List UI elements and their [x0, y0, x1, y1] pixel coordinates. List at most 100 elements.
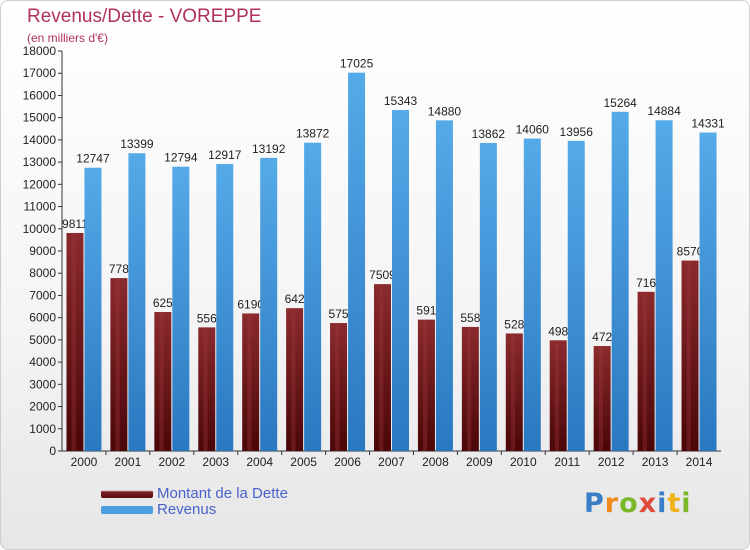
bar-debt — [593, 346, 611, 451]
data-label-revenue: 15264 — [603, 96, 637, 110]
bar-debt — [461, 326, 479, 451]
logo-letter: t — [667, 488, 682, 519]
x-tick-label: 2001 — [115, 455, 142, 469]
data-label-debt: 7509 — [369, 268, 396, 282]
legend-swatch-revenue — [101, 506, 153, 514]
x-tick-label: 2014 — [686, 455, 713, 469]
y-tick-label: 2000 — [29, 400, 56, 414]
y-tick-label: 5000 — [29, 333, 56, 347]
bar-revenue — [392, 110, 409, 452]
bar-debt-highlight — [291, 308, 296, 451]
bar-debt-highlight — [159, 312, 164, 451]
bar-debt — [549, 340, 567, 451]
data-label-debt: 472 — [592, 330, 612, 344]
bar-debt-highlight — [115, 278, 120, 451]
data-label-debt: 591 — [416, 304, 436, 318]
bar-debt — [66, 232, 84, 451]
bar-debt-highlight — [510, 333, 516, 451]
y-tick-label: 12000 — [23, 177, 57, 191]
bar-debt — [286, 308, 304, 451]
bar-debt-highlight — [379, 284, 384, 451]
y-tick-label: 9000 — [29, 244, 56, 258]
x-tick-label: 2006 — [334, 455, 361, 469]
data-label-debt: 556 — [197, 311, 217, 325]
logo-letter: r — [604, 488, 620, 519]
data-label-revenue: 14331 — [691, 117, 725, 131]
y-tick-label: 0 — [49, 444, 56, 458]
bar-debt-highlight — [71, 232, 76, 451]
bar-revenue — [260, 157, 278, 451]
bar-debt — [198, 327, 216, 451]
bar-revenue — [348, 72, 366, 452]
data-label-debt: 9811 — [62, 217, 88, 231]
x-tick-label: 2010 — [510, 455, 537, 469]
legend-swatch-debt — [101, 490, 153, 498]
data-label-revenue: 13872 — [296, 127, 330, 141]
bar-revenue — [84, 167, 102, 451]
logo-letter: P — [584, 488, 605, 519]
data-label-revenue: 13956 — [560, 125, 594, 139]
bar-revenue — [567, 140, 585, 451]
bar-revenue — [304, 142, 322, 451]
bar-revenue — [172, 166, 190, 451]
data-label-revenue: 13192 — [252, 142, 286, 156]
bar-debt — [374, 284, 391, 451]
bar-revenue — [655, 120, 673, 451]
data-label-debt: 716 — [636, 276, 656, 290]
data-label-revenue: 13862 — [472, 127, 506, 141]
data-label-debt: 642 — [285, 292, 305, 306]
bar-debt-highlight — [203, 327, 208, 451]
y-tick-label: 7000 — [29, 288, 56, 302]
bar-revenue — [435, 120, 453, 451]
y-tick-label: 13000 — [23, 155, 57, 169]
y-tick-label: 17000 — [23, 66, 57, 80]
chart-title: Revenus/Dette - VOREPPE — [27, 6, 262, 27]
bar-debt-highlight — [466, 326, 472, 451]
legend-label-revenue: Revenus — [157, 501, 217, 518]
bar-debt-highlight — [598, 346, 604, 451]
y-tick-label: 18000 — [23, 44, 57, 58]
y-tick-label: 4000 — [29, 355, 56, 369]
legend-label-debt: Montant de la Dette — [157, 485, 288, 502]
y-tick-label: 8000 — [29, 266, 56, 280]
bar-debt-highlight — [686, 260, 691, 451]
data-label-debt: 6190 — [237, 297, 264, 311]
x-tick-label: 2008 — [422, 455, 449, 469]
data-label-revenue: 14060 — [516, 123, 550, 137]
bar-debt — [330, 323, 348, 451]
bar-debt — [505, 333, 523, 451]
proxiti-logo: Proxiti — [584, 488, 692, 519]
data-label-debt: 558 — [460, 311, 480, 325]
logo-letter: i — [681, 488, 692, 519]
y-tick-label: 11000 — [24, 200, 57, 214]
x-tick-label: 2009 — [466, 455, 493, 469]
x-tick-label: 2013 — [642, 455, 669, 469]
logo-letter: i — [657, 488, 668, 519]
data-label-revenue: 14880 — [428, 104, 462, 118]
data-label-revenue: 17025 — [340, 57, 374, 71]
data-label-revenue: 12794 — [164, 151, 198, 165]
bar-debt-highlight — [335, 323, 340, 451]
y-tick-label: 15000 — [23, 111, 57, 125]
bar-revenue — [216, 163, 234, 451]
data-label-debt: 778 — [109, 262, 129, 276]
x-tick-label: 2002 — [158, 455, 185, 469]
bar-revenue — [523, 138, 541, 452]
data-label-revenue: 15343 — [384, 94, 418, 108]
x-tick-label: 2004 — [246, 455, 273, 469]
data-label-revenue: 13399 — [120, 137, 154, 151]
bar-debt-highlight — [247, 313, 252, 451]
y-tick-label: 6000 — [29, 311, 56, 325]
bar-debt — [417, 319, 435, 451]
bar-debt — [681, 260, 699, 451]
bar-debt — [242, 313, 260, 451]
bar-debt — [637, 291, 655, 451]
data-label-debt: 575 — [329, 307, 349, 321]
x-tick-label: 2000 — [71, 455, 98, 469]
data-label-debt: 528 — [504, 317, 524, 331]
chart-subtitle: (en milliers d'€) — [27, 31, 108, 45]
bar-debt — [154, 312, 172, 451]
x-tick-label: 2007 — [378, 455, 405, 469]
